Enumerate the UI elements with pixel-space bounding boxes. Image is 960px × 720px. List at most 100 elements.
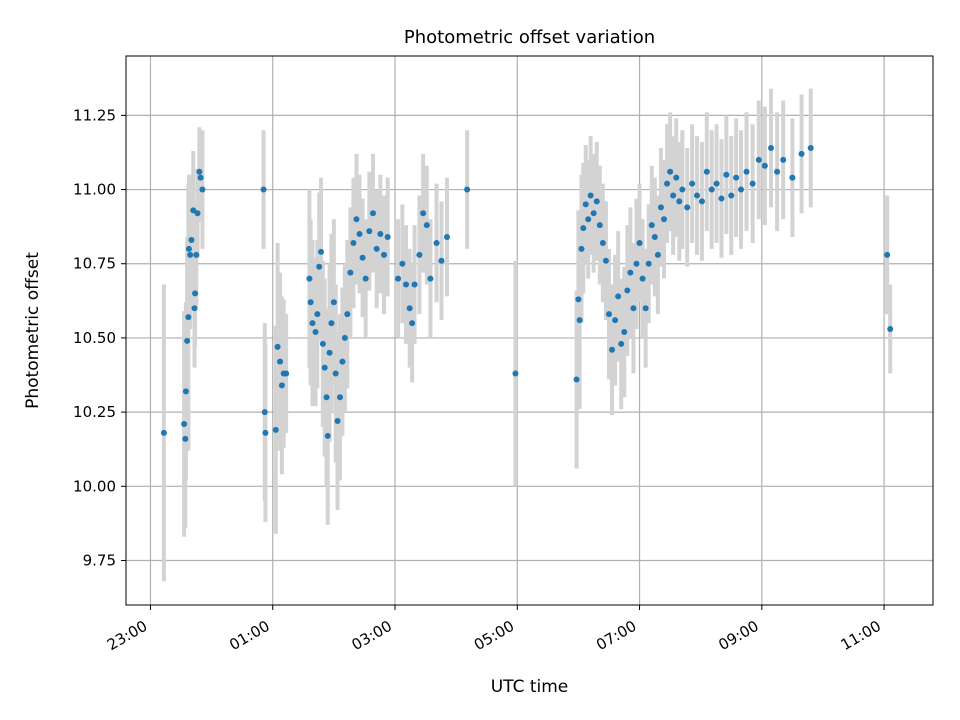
data-point <box>191 305 198 312</box>
data-point <box>602 257 609 264</box>
data-point <box>309 320 316 327</box>
y-tick-label: 11.25 <box>73 106 116 124</box>
y-tick-label: 10.00 <box>73 477 116 495</box>
data-point <box>384 234 391 241</box>
plot-area-frame <box>125 55 934 606</box>
data-point <box>651 234 658 241</box>
data-point <box>187 251 194 258</box>
x-axis-ticks: 23:00 01:00 03:00 05:00 07:00 09:00 11:00 <box>104 605 885 654</box>
data-point <box>181 420 188 427</box>
data-point <box>767 144 774 151</box>
data-point <box>278 382 285 389</box>
data-point <box>283 370 290 377</box>
data-point <box>590 210 597 217</box>
data-point <box>438 257 445 264</box>
data-point <box>624 287 631 294</box>
data-point <box>587 192 594 199</box>
data-point <box>274 343 281 350</box>
data-point <box>612 317 619 324</box>
data-point <box>185 314 192 321</box>
data-point <box>350 239 357 246</box>
x-tick-label: 09:00 <box>715 617 761 654</box>
data-point <box>703 168 710 175</box>
data-point <box>406 305 413 312</box>
data-point <box>578 245 585 252</box>
data-point <box>306 275 313 282</box>
data-point <box>356 231 363 238</box>
data-point <box>798 150 805 157</box>
data-point <box>512 370 519 377</box>
data-point <box>615 293 622 300</box>
data-point <box>420 210 427 217</box>
data-point <box>199 186 206 193</box>
data-point <box>321 364 328 371</box>
data-point <box>807 144 814 151</box>
data-point <box>272 426 279 433</box>
gridlines <box>126 56 933 605</box>
data-point <box>582 201 589 208</box>
data-point <box>774 168 781 175</box>
x-tick-label: 07:00 <box>593 617 639 654</box>
data-point <box>585 216 592 223</box>
data-point <box>694 192 701 199</box>
y-axis-ticks: 9.75 10.00 10.25 10.50 10.75 11.00 11.25 <box>73 106 126 569</box>
data-point <box>341 334 348 341</box>
data-point <box>618 340 625 347</box>
data-point <box>636 239 643 246</box>
data-point <box>723 171 730 178</box>
data-point <box>667 168 674 175</box>
data-point <box>749 180 756 187</box>
data-point <box>395 275 402 282</box>
data-point <box>314 311 321 318</box>
data-point <box>676 198 683 205</box>
data-point <box>318 248 325 255</box>
y-tick-label: 10.50 <box>73 329 116 347</box>
data-point <box>728 192 735 199</box>
data-point <box>755 156 762 163</box>
data-point <box>193 251 200 258</box>
y-tick-label: 11.00 <box>73 181 116 199</box>
data-point <box>657 204 664 211</box>
x-tick-label: 11:00 <box>838 617 884 654</box>
data-point <box>427 275 434 282</box>
data-point <box>698 198 705 205</box>
data-point <box>380 251 387 258</box>
data-point <box>334 418 341 425</box>
data-point <box>197 174 204 181</box>
data-point <box>630 305 637 312</box>
data-point <box>621 328 628 335</box>
data-point <box>780 156 787 163</box>
data-point <box>373 245 380 252</box>
data-point <box>319 340 326 347</box>
data-point <box>743 168 750 175</box>
data-point <box>627 269 634 276</box>
data-point <box>573 376 580 383</box>
x-tick-label: 05:00 <box>471 617 517 654</box>
data-point <box>661 216 667 223</box>
x-tick-label: 03:00 <box>349 617 395 654</box>
data-point <box>262 429 269 436</box>
data-point <box>403 281 410 288</box>
data-point <box>633 260 640 267</box>
data-point <box>664 180 671 187</box>
data-point <box>733 174 740 181</box>
data-point <box>423 222 430 229</box>
data-point <box>670 192 677 199</box>
data-point <box>605 311 612 318</box>
data-point <box>194 210 201 217</box>
x-tick-label: 01:00 <box>226 617 272 654</box>
data-point <box>684 204 691 211</box>
data-point <box>192 290 199 297</box>
data-point <box>369 210 376 217</box>
data-point <box>312 328 319 335</box>
data-point <box>182 435 189 442</box>
data-point <box>443 234 450 241</box>
data-point <box>332 370 339 377</box>
y-tick-label: 9.75 <box>83 551 116 569</box>
data-point <box>328 320 335 327</box>
data-point <box>789 174 796 181</box>
data-point <box>718 195 725 202</box>
data-point <box>673 174 680 181</box>
chart-title: Photometric offset variation <box>404 27 655 48</box>
